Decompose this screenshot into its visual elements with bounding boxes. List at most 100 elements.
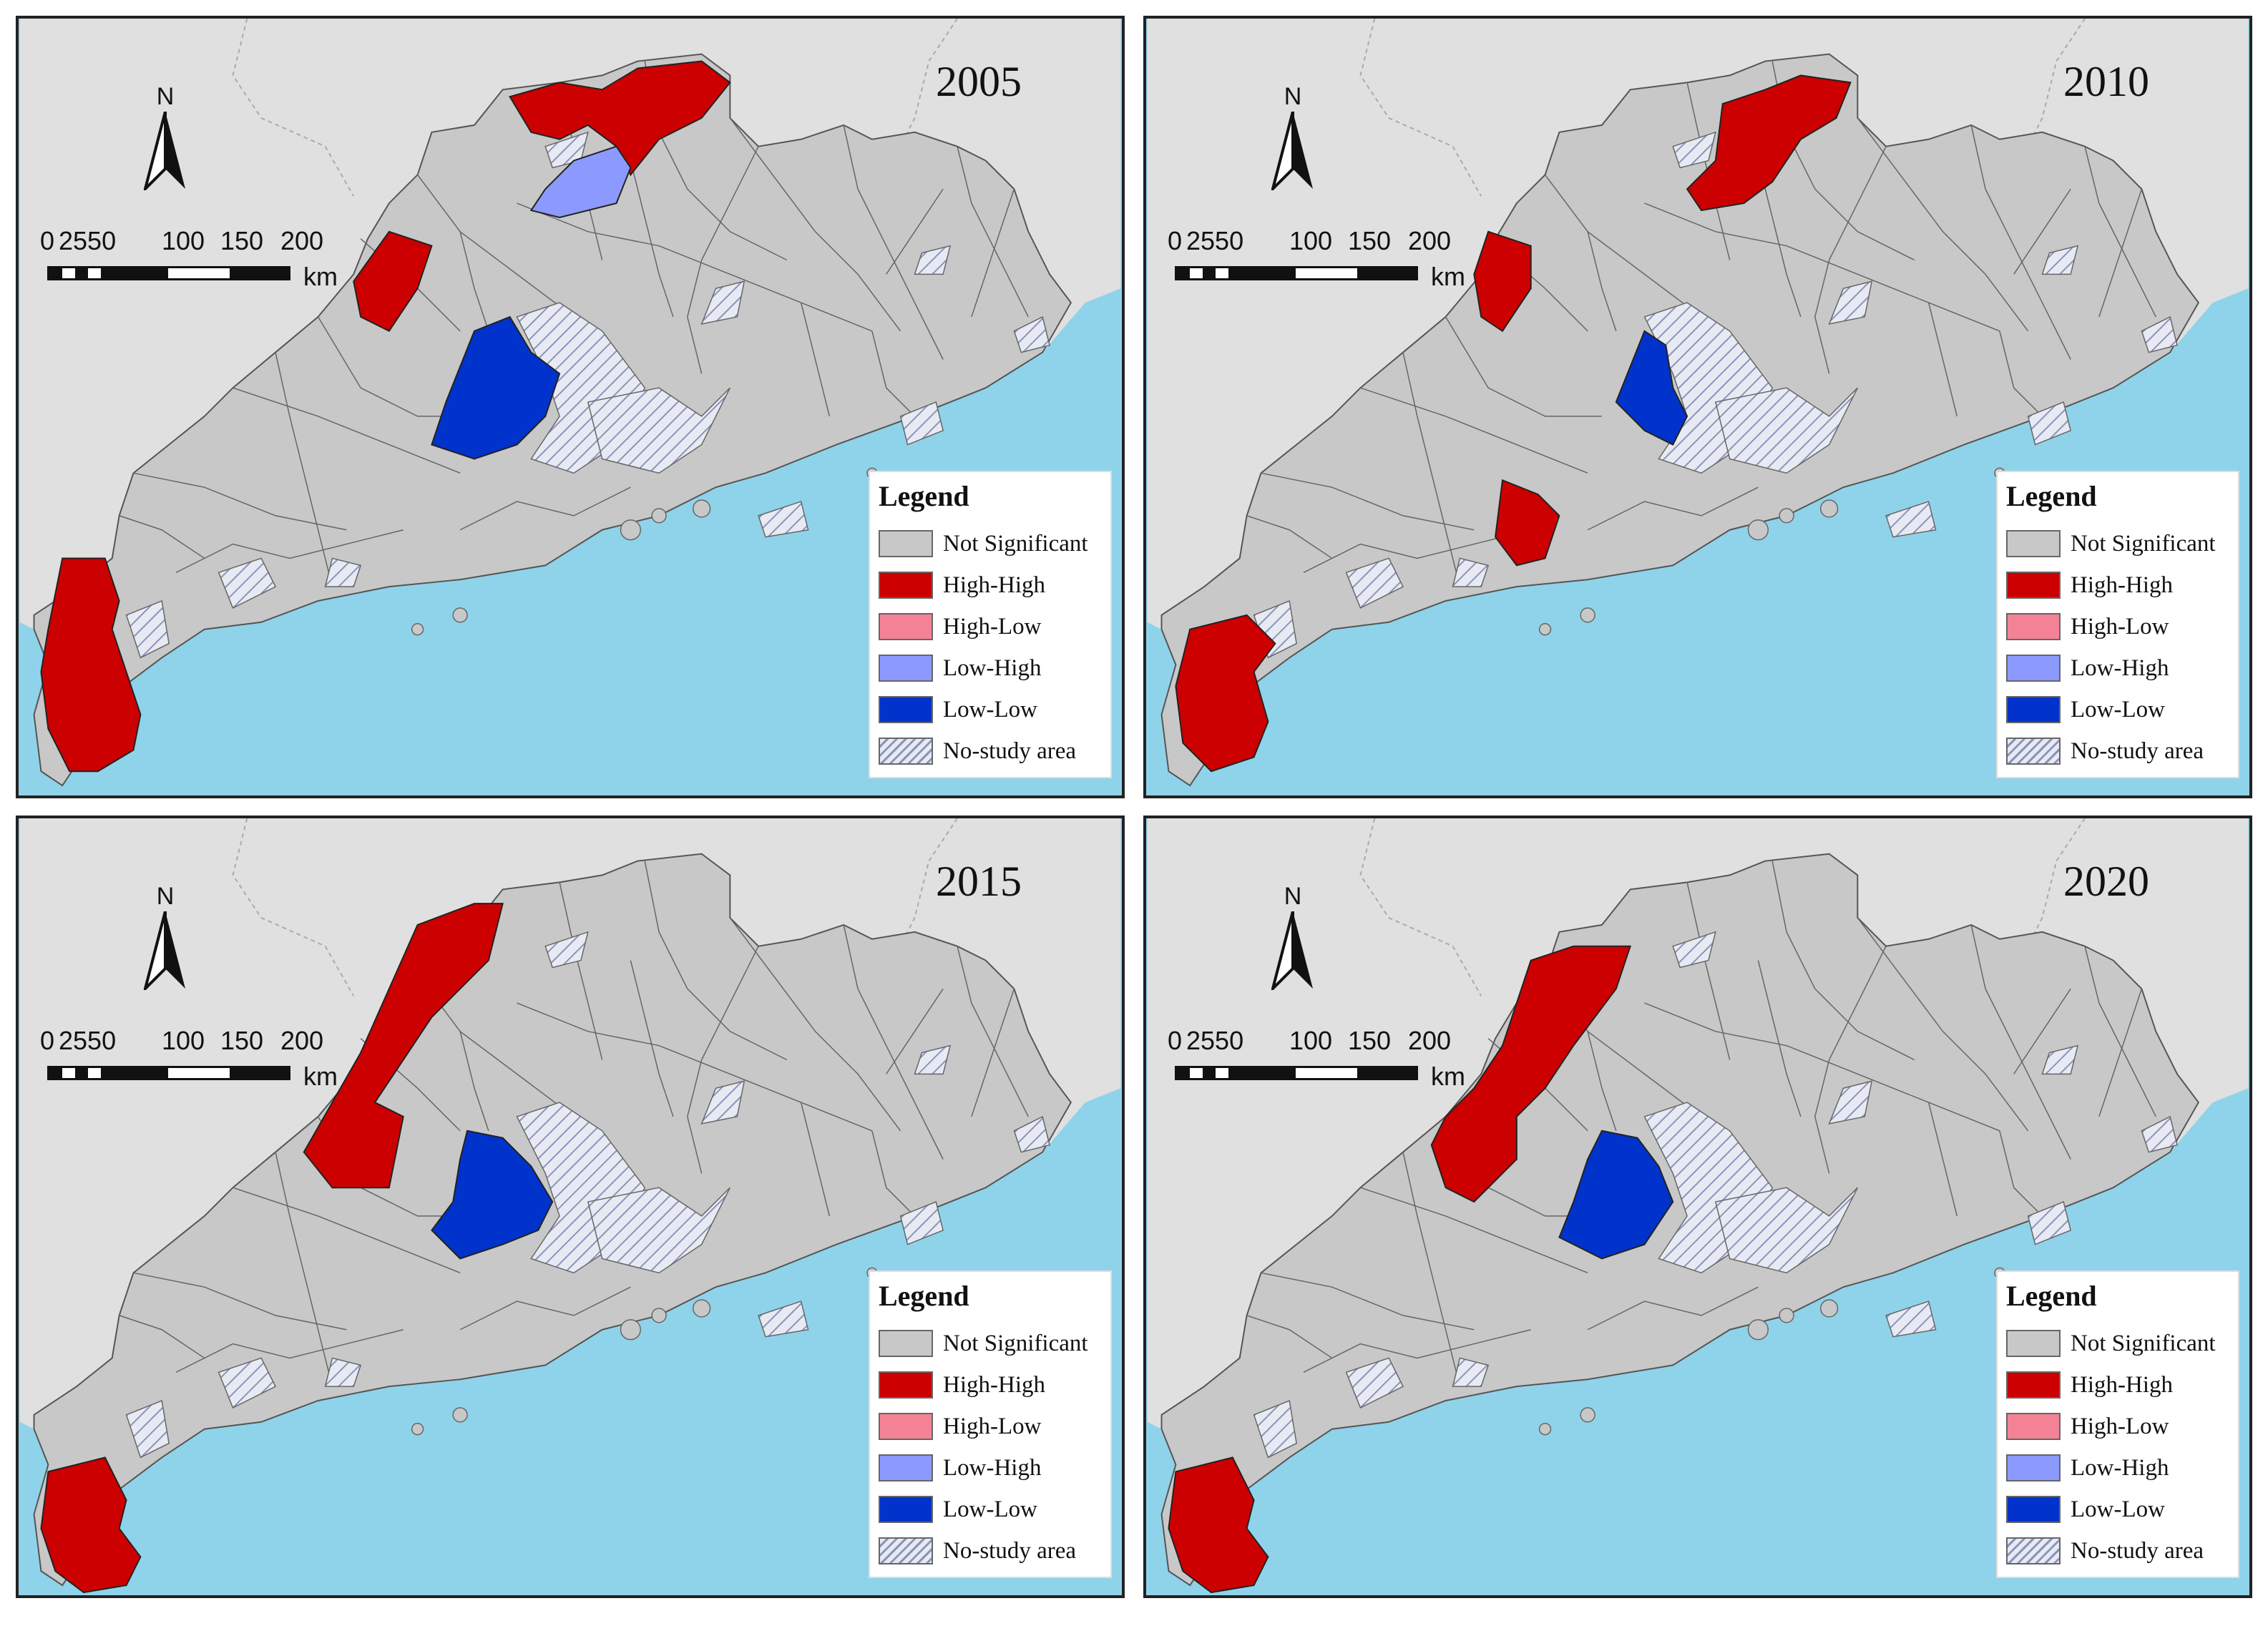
- no-study-area: [2141, 315, 2178, 353]
- no-study-area: [1672, 131, 1716, 169]
- legend-box: Legend Not Significant High-High High-Low Lo…: [869, 471, 1112, 778]
- legend-label: Low-High: [943, 1454, 1042, 1481]
- north-arrow-icon: [1271, 911, 1313, 990]
- district-boundary: [2098, 189, 2143, 318]
- legend-title: Legend: [2006, 480, 2097, 512]
- district-boundary: [275, 352, 333, 587]
- no-study-area: [914, 1044, 952, 1075]
- no-study-area: [2041, 245, 2079, 275]
- scale-tick: 2550: [59, 226, 117, 255]
- district-boundary: [871, 330, 915, 417]
- scale-tick: 2550: [1186, 226, 1244, 255]
- map-canvas: [19, 19, 1121, 795]
- district-boundary: [1246, 1315, 1333, 1359]
- island: [1779, 1308, 1794, 1323]
- legend-swatch: [879, 696, 933, 723]
- legend-label: Low-Low: [2071, 1496, 2165, 1522]
- cluster-high-high: [303, 903, 504, 1189]
- no-study-area: [324, 1357, 362, 1387]
- north-label: N: [1284, 83, 1302, 110]
- legend-item: Not Significant: [879, 523, 1102, 564]
- legend-item: No-study area: [2006, 1530, 2229, 1572]
- legend-label: High-High: [943, 572, 1045, 598]
- legend-item: Low-High: [879, 1447, 1102, 1489]
- district-boundary: [133, 1272, 347, 1331]
- panel-year: 2020: [2063, 858, 2149, 905]
- map-panel-2005: 2005 N 0 2550 100 150 200 km Legend Not S…: [16, 16, 1125, 798]
- island: [1538, 1423, 1552, 1436]
- map-panel-2010: 2010 N 0 2550 100 150 200 km Legend Not S…: [1143, 16, 2252, 798]
- district-boundary: [416, 174, 575, 318]
- legend-swatch: [879, 1330, 933, 1357]
- district-boundary: [1587, 231, 1617, 332]
- legend-box: Legend Not Significant High-High High-Low Lo…: [869, 1270, 1112, 1578]
- district-boundary: [1927, 302, 1958, 417]
- district-boundary: [1644, 1002, 2000, 1132]
- legend-item: High-Low: [879, 1406, 1102, 1447]
- legend-label: No-study area: [2071, 738, 2204, 764]
- no-study-area: [324, 557, 362, 587]
- legend-swatch: [2006, 1371, 2061, 1399]
- legend-title: Legend: [2006, 1280, 2097, 1312]
- district-boundary: [275, 1152, 333, 1387]
- scale-tick: 150: [220, 1026, 264, 1055]
- legend-label: Not Significant: [943, 1330, 1088, 1356]
- legend-label: High-High: [943, 1371, 1045, 1398]
- scale-unit: km: [303, 262, 338, 291]
- no-study-area: [125, 599, 170, 659]
- district-boundary: [2084, 146, 2156, 318]
- north-arrow: N: [144, 883, 201, 990]
- district-boundary: [233, 1187, 461, 1274]
- legend-swatch: [2006, 572, 2061, 599]
- scale-ticks: 0 2550 100 150 200: [40, 226, 341, 255]
- legend-title: Legend: [879, 1280, 969, 1312]
- district-boundary: [119, 515, 205, 559]
- legend-swatch: [879, 530, 933, 557]
- district-boundary: [459, 231, 489, 332]
- district-boundary: [1970, 924, 2071, 1160]
- legend-item: Not Significant: [2006, 523, 2229, 564]
- no-study-area: [587, 387, 731, 474]
- cluster-high-high: [1495, 479, 1560, 567]
- cluster-high-high: [1168, 1456, 1269, 1594]
- district-boundary: [133, 472, 347, 531]
- no-study-area: [217, 1357, 277, 1409]
- district-boundary: [119, 1315, 205, 1359]
- legend-item: High-High: [2006, 564, 2229, 606]
- legend-label: Not Significant: [2071, 530, 2216, 557]
- district-boundary: [843, 924, 944, 1160]
- scale-tick: 0: [40, 226, 55, 255]
- no-study-area: [1452, 1357, 1490, 1387]
- district-boundary: [630, 960, 674, 1117]
- district-boundary: [1857, 917, 2029, 1132]
- district-boundary: [517, 1002, 873, 1132]
- legend-item: Low-Low: [2006, 1489, 2229, 1530]
- no-study-area: [700, 280, 746, 325]
- legend-swatch: [2006, 613, 2061, 640]
- legend-item: High-High: [2006, 1364, 2229, 1406]
- cluster-low-low: [1558, 1130, 1674, 1260]
- no-study-area: [2027, 401, 2072, 446]
- cluster-low-low: [431, 1130, 554, 1260]
- legend-swatch: [2006, 696, 2061, 723]
- legend-label: Low-Low: [2071, 696, 2165, 723]
- district-boundary: [843, 124, 944, 360]
- district-boundary: [1544, 174, 1702, 318]
- cluster-low-low: [1615, 330, 1688, 446]
- legend-label: High-Low: [943, 1413, 1042, 1439]
- legend-swatch: [879, 1537, 933, 1564]
- district-boundary: [1261, 472, 1475, 531]
- scale-bar-graphic: [1175, 266, 1418, 280]
- district-boundary: [729, 117, 901, 332]
- district-boundary: [1261, 1272, 1475, 1331]
- admin-boundary-line: [1359, 19, 1482, 197]
- legend-swatch: [2006, 1537, 2061, 1564]
- district-boundary: [957, 946, 1029, 1117]
- legend-label: No-study area: [943, 738, 1077, 764]
- district-boundary: [1360, 387, 1588, 474]
- no-study-area: [1885, 1301, 1937, 1338]
- scale-bar-graphic: [1175, 1066, 1418, 1080]
- district-boundary: [971, 989, 1015, 1117]
- north-label: N: [156, 83, 175, 110]
- legend-swatch: [2006, 530, 2061, 557]
